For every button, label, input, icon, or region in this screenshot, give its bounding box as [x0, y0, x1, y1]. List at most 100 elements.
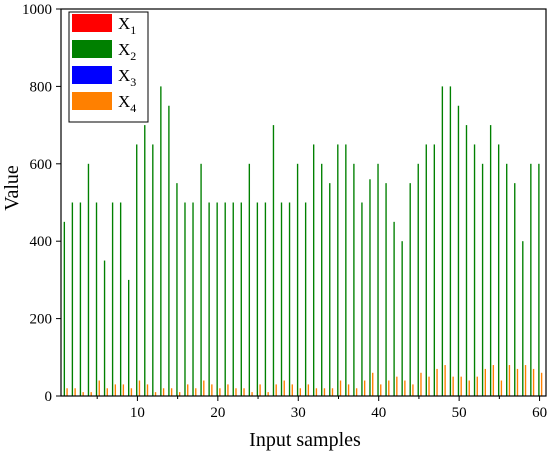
bar-x2-2 — [71, 202, 74, 396]
bar-x4-3 — [82, 392, 84, 396]
bar-x4-47 — [436, 368, 438, 396]
bar-x2-37 — [353, 163, 355, 396]
bar-x4-40 — [380, 384, 382, 396]
bar-x4-49 — [452, 376, 454, 396]
bar-x2-27 — [272, 125, 275, 396]
bar-x2-7 — [111, 202, 114, 396]
bar-x4-13 — [162, 388, 165, 396]
bar-x2-24 — [248, 163, 251, 396]
bar-x4-41 — [388, 380, 390, 396]
bar-x4-30 — [299, 388, 302, 396]
bar-x4-12 — [154, 392, 157, 396]
bar-x2-10 — [136, 144, 138, 396]
bar-x2-48 — [441, 86, 444, 397]
bar-x2-15 — [176, 183, 178, 396]
bar-x2-51 — [465, 125, 468, 396]
bar-x2-23 — [240, 202, 242, 396]
bar-x2-45 — [417, 163, 419, 396]
y-tick-label: 600 — [30, 157, 53, 173]
bar-x2-3 — [79, 202, 82, 396]
bar-x4-32 — [315, 388, 318, 396]
bar-x2-19 — [208, 202, 210, 396]
bar-x2-32 — [312, 144, 315, 396]
bar-x2-49 — [449, 86, 452, 397]
bar-x2-21 — [224, 202, 226, 396]
x-axis-label: Input samples — [249, 429, 361, 451]
bar-x4-26 — [267, 392, 269, 396]
bar-x4-15 — [178, 392, 181, 396]
bar-x2-31 — [304, 202, 307, 396]
bar-x2-33 — [321, 163, 323, 396]
bar-x2-57 — [514, 183, 516, 396]
bar-x4-7 — [114, 384, 117, 396]
bar-x2-12 — [152, 144, 154, 396]
y-tick-label: 800 — [30, 79, 53, 95]
bar-x4-56 — [508, 365, 511, 396]
y-tick-label: 1000 — [22, 2, 52, 18]
bar-x2-60 — [538, 163, 540, 396]
legend-swatch-x1 — [72, 14, 112, 32]
bar-x2-53 — [481, 163, 484, 396]
bar-x2-35 — [337, 144, 339, 396]
bar-x2-5 — [95, 202, 98, 396]
bar-x4-9 — [130, 388, 133, 396]
legend-label-x4: X4 — [118, 92, 136, 115]
bar-x2-39 — [369, 179, 371, 396]
legend-label-x3: X3 — [118, 66, 136, 89]
bar-x4-10 — [138, 380, 141, 396]
bar-x4-21 — [227, 384, 229, 396]
bar-x4-43 — [404, 380, 406, 396]
bar-x4-54 — [492, 365, 495, 396]
bar-x4-27 — [275, 384, 277, 396]
bar-x4-53 — [484, 368, 486, 396]
y-axis-ticks: 0 200 400 600 800 1000 — [22, 2, 61, 405]
bar-x4-5 — [98, 380, 100, 396]
legend-swatch-x4 — [72, 92, 112, 110]
bar-x2-56 — [506, 163, 508, 396]
bar-x4-36 — [347, 384, 350, 396]
bar-x4-42 — [396, 376, 398, 396]
bar-x2-26 — [264, 202, 267, 396]
plot-area-frame — [60, 8, 547, 397]
bar-x4-16 — [187, 384, 189, 396]
bar-x4-38 — [363, 380, 366, 396]
bar-x4-19 — [211, 384, 213, 396]
bar-x4-35 — [339, 380, 342, 396]
legend: X1 X2 X3 X4 — [68, 11, 149, 123]
bar-x4-6 — [106, 388, 108, 396]
x-tick-label: 40 — [371, 405, 386, 421]
bar-x2-8 — [119, 202, 122, 396]
bar-x2-9 — [128, 279, 130, 396]
bar-x4-52 — [476, 376, 478, 396]
bar-x4-31 — [307, 384, 310, 396]
bar-x4-37 — [355, 388, 358, 396]
bar-x4-33 — [323, 388, 326, 396]
x-tick-label: 20 — [210, 405, 225, 421]
bar-x4-17 — [195, 388, 197, 396]
bar-x2-16 — [184, 202, 186, 396]
bar-x4-39 — [372, 372, 374, 396]
y-tick-label: 200 — [30, 312, 53, 328]
legend-label-x2: X2 — [118, 40, 136, 63]
bar-x2-22 — [232, 202, 234, 396]
bar-x2-13 — [160, 86, 162, 397]
bar-x2-28 — [280, 202, 283, 396]
bar-x2-30 — [296, 163, 299, 396]
bar-x2-18 — [200, 163, 202, 396]
bar-x4-51 — [468, 380, 470, 396]
x-tick-label: 30 — [291, 405, 306, 421]
x-tick-label: 10 — [130, 405, 145, 421]
bar-x4-59 — [532, 368, 535, 396]
bar-x2-6 — [103, 260, 106, 396]
bar-x2-47 — [433, 144, 436, 396]
bar-x2-38 — [361, 202, 363, 396]
bar-x4-45 — [420, 372, 422, 396]
legend-swatch-x2 — [72, 40, 112, 58]
bar-x2-36 — [345, 144, 347, 396]
bar-x4-58 — [524, 365, 527, 396]
bar-x4-8 — [122, 384, 125, 396]
bar-x4-2 — [74, 388, 76, 396]
bar-x2-44 — [409, 183, 411, 396]
bar-x2-50 — [457, 105, 460, 396]
